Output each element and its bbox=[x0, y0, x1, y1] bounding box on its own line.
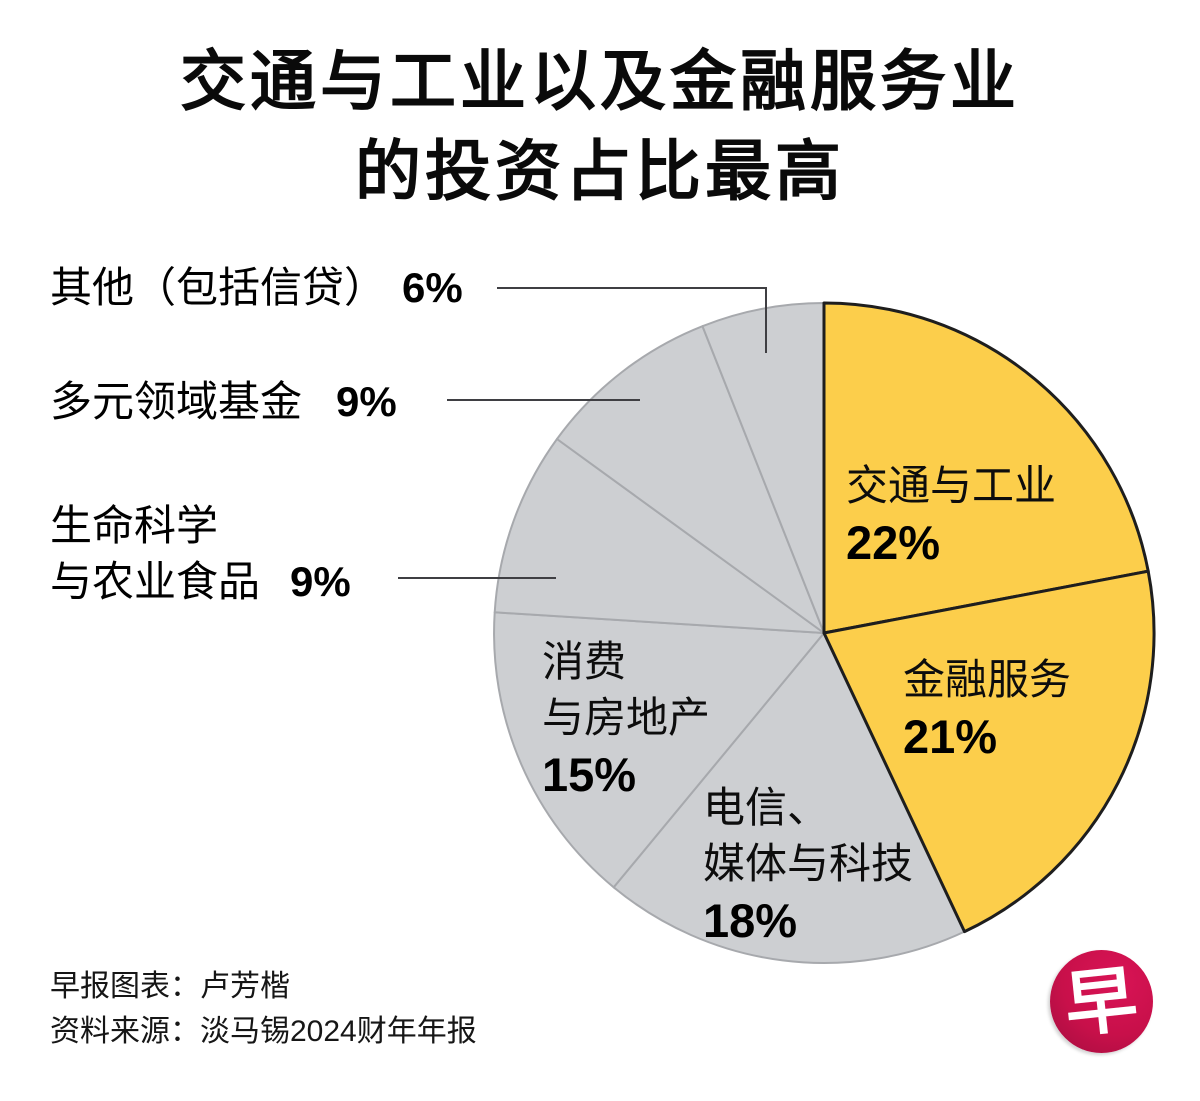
label-diversified-funds-pct: 9% bbox=[336, 378, 397, 425]
label-telecom-pct: 18% bbox=[703, 894, 798, 947]
footer: 早报图表：卢芳楷 资料来源：淡马锡2024财年年报 bbox=[50, 964, 477, 1054]
label-consumer-real-estate: 消费 与房地产 15% bbox=[542, 634, 710, 804]
zaobao-logo: 早 bbox=[1050, 950, 1153, 1053]
label-consumer-line1: 消费 bbox=[542, 638, 627, 685]
label-financial-services-pct: 21% bbox=[903, 710, 998, 763]
label-life-sciences-line2: 与农业食品 9% bbox=[50, 558, 351, 605]
footer-credit: 早报图表：卢芳楷 bbox=[50, 970, 290, 1003]
chart-title: 交通与工业以及金融服务业 的投资占比最高 bbox=[0, 36, 1200, 216]
label-transport-industrial-text: 交通与工业 bbox=[846, 462, 1057, 509]
label-diversified-funds-text: 多元领域基金 bbox=[50, 378, 303, 425]
label-consumer-line2: 与房地产 bbox=[542, 694, 711, 741]
pie-slice-telecom-media-tech bbox=[612, 632, 966, 964]
pie-slice-consumer-real-estate bbox=[493, 611, 825, 889]
label-transport-industrial: 交通与工业 22% bbox=[846, 458, 1056, 572]
chart-title-line1: 交通与工业以及金融服务业 bbox=[180, 44, 1020, 118]
label-life-sciences-agrifood: 生命科学 与农业食品 9% bbox=[50, 498, 351, 610]
label-financial-services: 金融服务 21% bbox=[903, 652, 1071, 766]
label-life-sciences-pct: 9% bbox=[290, 558, 351, 605]
zaobao-logo-glyph: 早 bbox=[1061, 954, 1142, 1048]
chart-title-line2: 的投资占比最高 bbox=[355, 134, 845, 208]
pie-slice-life-sciences-agrifood bbox=[493, 438, 825, 634]
label-consumer-pct: 15% bbox=[542, 748, 637, 801]
footer-source: 资料来源：淡马锡2024财年年报 bbox=[50, 1015, 477, 1048]
leader-line-others-credit bbox=[497, 287, 767, 353]
label-diversified-funds: 多元领域基金 9% bbox=[50, 374, 397, 430]
label-others-credit-text: 其他（包括信贷） bbox=[50, 264, 387, 311]
pie-slice-financial-services bbox=[822, 569, 1156, 934]
pie-slice-others-credit bbox=[701, 302, 825, 634]
pie-slice-diversified-funds bbox=[556, 325, 825, 634]
label-life-sciences-line1: 生命科学 bbox=[50, 502, 219, 549]
label-telecom-line2: 媒体与科技 bbox=[703, 840, 914, 887]
label-others-credit: 其他（包括信贷） 6% bbox=[50, 260, 463, 316]
label-others-credit-pct: 6% bbox=[402, 264, 463, 311]
label-telecom-line1: 电信、 bbox=[703, 784, 830, 831]
label-transport-industrial-pct: 22% bbox=[846, 516, 941, 569]
label-telecom-media-tech: 电信、 媒体与科技 18% bbox=[703, 780, 913, 950]
label-financial-services-text: 金融服务 bbox=[903, 656, 1072, 703]
pie-slice-transport-industrial bbox=[822, 301, 1150, 635]
